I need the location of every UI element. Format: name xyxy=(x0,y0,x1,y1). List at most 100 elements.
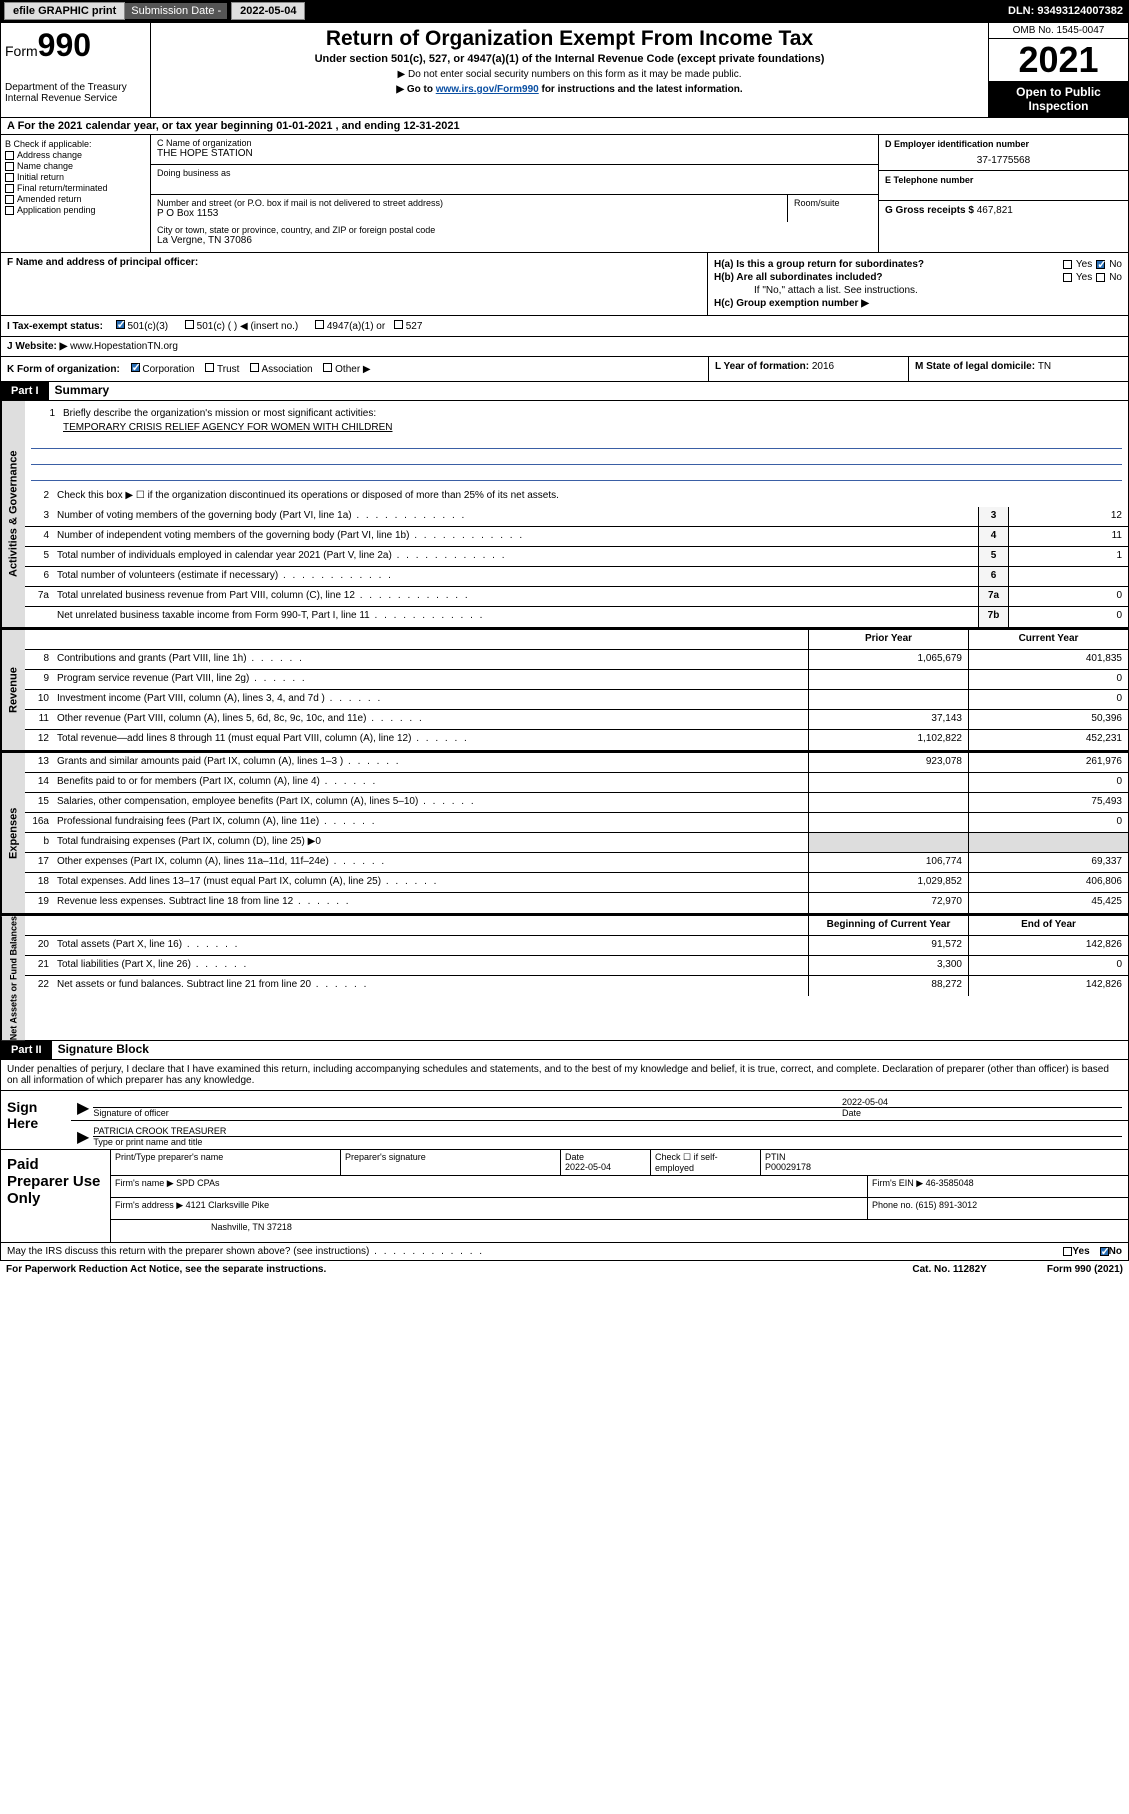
checkbox-discuss-no[interactable] xyxy=(1100,1247,1109,1256)
expenses-section: Expenses 13Grants and similar amounts pa… xyxy=(0,751,1129,914)
preparer-date: 2022-05-04 xyxy=(565,1162,611,1172)
table-row: 18Total expenses. Add lines 13–17 (must … xyxy=(25,873,1128,893)
table-row: 12Total revenue—add lines 8 through 11 (… xyxy=(25,730,1128,750)
section-f: F Name and address of principal officer: xyxy=(1,253,708,315)
perjury-declaration: Under penalties of perjury, I declare th… xyxy=(1,1060,1128,1090)
name-arrow-icon: ▶ xyxy=(77,1127,89,1147)
checkbox-hb-no[interactable] xyxy=(1096,273,1105,282)
ssn-note: ▶ Do not enter social security numbers o… xyxy=(155,69,984,80)
revenue-section: Revenue Prior YearCurrent Year 8Contribu… xyxy=(0,628,1129,751)
table-row: 16aProfessional fundraising fees (Part I… xyxy=(25,813,1128,833)
footer: For Paperwork Reduction Act Notice, see … xyxy=(0,1261,1129,1278)
efile-print-button[interactable]: efile GRAPHIC print xyxy=(4,2,125,20)
form-ref: Form 990 (2021) xyxy=(1047,1264,1123,1275)
website: www.HopestationTN.org xyxy=(70,341,178,352)
vtab-revenue: Revenue xyxy=(1,630,25,750)
table-row: 17Other expenses (Part IX, column (A), l… xyxy=(25,853,1128,873)
checkbox-527[interactable] xyxy=(394,320,403,329)
checkbox-name-change[interactable] xyxy=(5,162,14,171)
checkbox-address-change[interactable] xyxy=(5,151,14,160)
table-row: 9Program service revenue (Part VIII, lin… xyxy=(25,670,1128,690)
section-l: L Year of formation: 2016 xyxy=(708,357,908,381)
table-row: 10Investment income (Part VIII, column (… xyxy=(25,690,1128,710)
signature-arrow-icon: ▶ xyxy=(77,1098,89,1118)
instructions-note: ▶ Go to www.irs.gov/Form990 for instruct… xyxy=(155,84,984,95)
section-bcde: B Check if applicable: Address change Na… xyxy=(0,135,1129,253)
checkbox-501c3[interactable] xyxy=(116,320,125,329)
form-header: Form990 Department of the Treasury Inter… xyxy=(0,22,1129,118)
table-row: 22Net assets or fund balances. Subtract … xyxy=(25,976,1128,996)
org-name: THE HOPE STATION xyxy=(157,148,872,159)
signature-date: 2022-05-04 xyxy=(842,1097,1122,1107)
table-row: 21Total liabilities (Part X, line 26)3,3… xyxy=(25,956,1128,976)
ein: 37-1775568 xyxy=(885,155,1122,166)
firm-address2: Nashville, TN 37218 xyxy=(111,1220,1128,1242)
form-subtitle: Under section 501(c), 527, or 4947(a)(1)… xyxy=(155,53,984,65)
firm-name: SPD CPAs xyxy=(176,1178,219,1188)
table-row: 3Number of voting members of the governi… xyxy=(25,507,1128,527)
section-b: B Check if applicable: Address change Na… xyxy=(1,135,151,252)
table-row: 7aTotal unrelated business revenue from … xyxy=(25,587,1128,607)
table-row: 6Total number of volunteers (estimate if… xyxy=(25,567,1128,587)
checkbox-application-pending[interactable] xyxy=(5,206,14,215)
signature-section: Under penalties of perjury, I declare th… xyxy=(0,1060,1129,1150)
table-row: 15Salaries, other compensation, employee… xyxy=(25,793,1128,813)
inspection-badge: Open to Public Inspection xyxy=(989,81,1128,117)
checkbox-trust[interactable] xyxy=(205,363,214,372)
firm-address: 4121 Clarksville Pike xyxy=(186,1200,270,1210)
table-row: 8Contributions and grants (Part VIII, li… xyxy=(25,650,1128,670)
checkbox-4947[interactable] xyxy=(315,320,324,329)
section-m: M State of legal domicile: TN xyxy=(908,357,1128,381)
checkbox-association[interactable] xyxy=(250,363,259,372)
section-k: K Form of organization: Corporation Trus… xyxy=(1,357,708,381)
officer-name-title: PATRICIA CROOK TREASURER xyxy=(93,1126,1122,1136)
discuss-row: May the IRS discuss this return with the… xyxy=(0,1243,1129,1261)
cat-no: Cat. No. 11282Y xyxy=(912,1264,986,1275)
mission-text: TEMPORARY CRISIS RELIEF AGENCY FOR WOMEN… xyxy=(63,422,1122,433)
section-fhijk: F Name and address of principal officer:… xyxy=(0,253,1129,382)
part1-header: Part ISummary xyxy=(0,382,1129,401)
table-row: 20Total assets (Part X, line 16)91,57214… xyxy=(25,936,1128,956)
submission-label: Submission Date - xyxy=(125,3,227,19)
checkbox-amended[interactable] xyxy=(5,195,14,204)
table-row: bTotal fundraising expenses (Part IX, co… xyxy=(25,833,1128,853)
section-c: C Name of organization THE HOPE STATION … xyxy=(151,135,878,252)
sign-here-label: Sign Here xyxy=(1,1091,71,1149)
form-title: Return of Organization Exempt From Incom… xyxy=(155,27,984,51)
table-row: 5Total number of individuals employed in… xyxy=(25,547,1128,567)
checkbox-hb-yes[interactable] xyxy=(1063,273,1072,282)
vtab-expenses: Expenses xyxy=(1,753,25,913)
part2-header: Part IISignature Block xyxy=(0,1041,1129,1060)
table-row: 13Grants and similar amounts paid (Part … xyxy=(25,753,1128,773)
vtab-netassets: Net Assets or Fund Balances xyxy=(1,916,25,1040)
paid-preparer-section: Paid Preparer Use Only Print/Type prepar… xyxy=(0,1150,1129,1243)
omb-number: OMB No. 1545-0047 xyxy=(989,23,1128,39)
section-i: I Tax-exempt status: 501(c)(3) 501(c) ( … xyxy=(1,316,1128,337)
checkbox-corporation[interactable] xyxy=(131,363,140,372)
checkbox-ha-no[interactable] xyxy=(1096,260,1105,269)
department: Department of the Treasury Internal Reve… xyxy=(5,82,146,104)
submission-date-button[interactable]: 2022-05-04 xyxy=(231,2,305,20)
section-h: H(a) Is this a group return for subordin… xyxy=(708,253,1128,315)
table-row: Net unrelated business taxable income fr… xyxy=(25,607,1128,627)
checkbox-discuss-yes[interactable] xyxy=(1063,1247,1072,1256)
firm-ein: 46-3585048 xyxy=(926,1178,974,1188)
instructions-link[interactable]: www.irs.gov/Form990 xyxy=(436,84,539,95)
dln: DLN: 93493124007382 xyxy=(1008,5,1129,17)
checkbox-other[interactable] xyxy=(323,363,332,372)
firm-phone: (615) 891-3012 xyxy=(916,1200,978,1210)
netassets-section: Net Assets or Fund Balances Beginning of… xyxy=(0,914,1129,1041)
table-row: 19Revenue less expenses. Subtract line 1… xyxy=(25,893,1128,913)
paid-preparer-label: Paid Preparer Use Only xyxy=(1,1150,111,1242)
section-de: D Employer identification number 37-1775… xyxy=(878,135,1128,252)
gross-receipts: 467,821 xyxy=(977,205,1013,216)
checkbox-ha-yes[interactable] xyxy=(1063,260,1072,269)
checkbox-501c[interactable] xyxy=(185,320,194,329)
checkbox-final-return[interactable] xyxy=(5,184,14,193)
table-row: 11Other revenue (Part VIII, column (A), … xyxy=(25,710,1128,730)
section-j: J Website: ▶ www.HopestationTN.org xyxy=(1,337,1128,356)
governance-section: Activities & Governance 1Briefly describ… xyxy=(0,401,1129,628)
vtab-governance: Activities & Governance xyxy=(1,401,25,627)
checkbox-initial-return[interactable] xyxy=(5,173,14,182)
topbar: efile GRAPHIC print Submission Date - 20… xyxy=(0,0,1129,22)
